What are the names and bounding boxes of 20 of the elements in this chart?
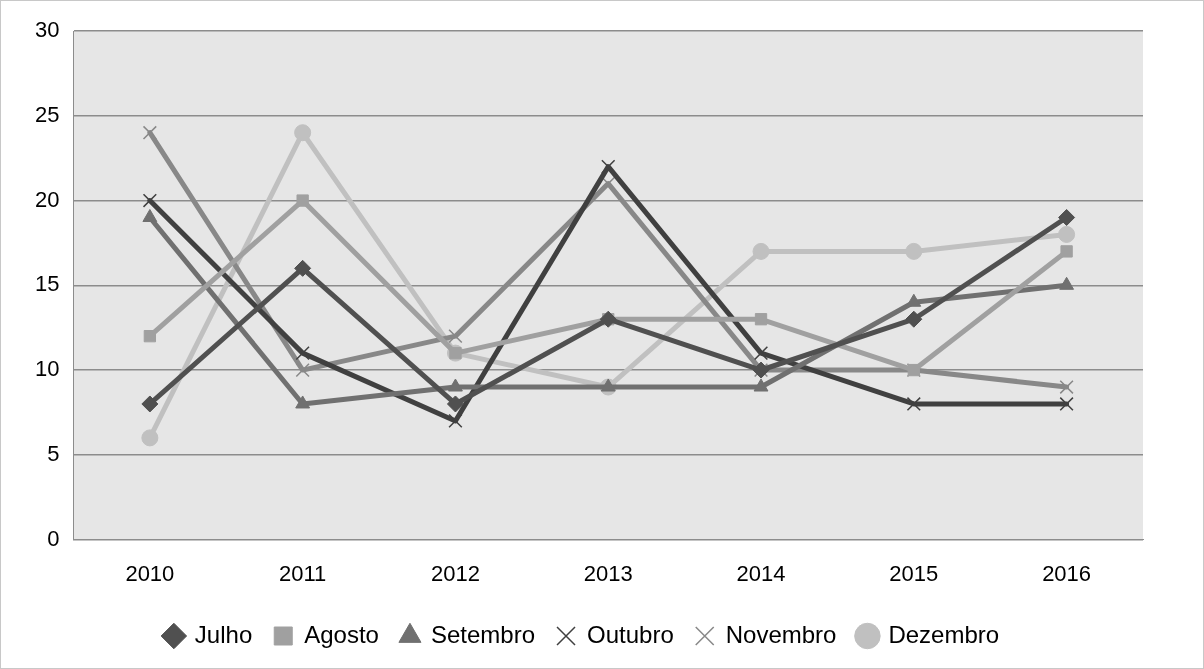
legend-label: Outubro: [587, 620, 674, 648]
x-tick-label: 2010: [125, 560, 175, 586]
legend-label: Novembro: [725, 620, 837, 648]
y-tick-label: 5: [47, 440, 60, 466]
legend-label: Setembro: [430, 620, 536, 648]
y-tick-label: 30: [34, 17, 60, 43]
y-tick-label: 25: [34, 101, 60, 127]
legend-label: Dezembro: [888, 620, 1000, 648]
x-tick-label: 2016: [1042, 560, 1092, 586]
x-tick-label: 2011: [279, 560, 327, 586]
y-tick-label: 20: [34, 186, 60, 212]
y-tick-label: 10: [34, 356, 60, 382]
legend-label: Agosto: [304, 620, 379, 648]
x-tick-label: 2014: [736, 560, 786, 586]
x-tick-label: 2015: [889, 560, 939, 586]
x-tick-label: 2013: [583, 560, 633, 586]
x-tick-label: 2012: [430, 560, 480, 586]
y-tick-label: 15: [34, 271, 60, 297]
legend-label: Julho: [194, 620, 253, 648]
y-tick-label: 0: [47, 525, 60, 551]
